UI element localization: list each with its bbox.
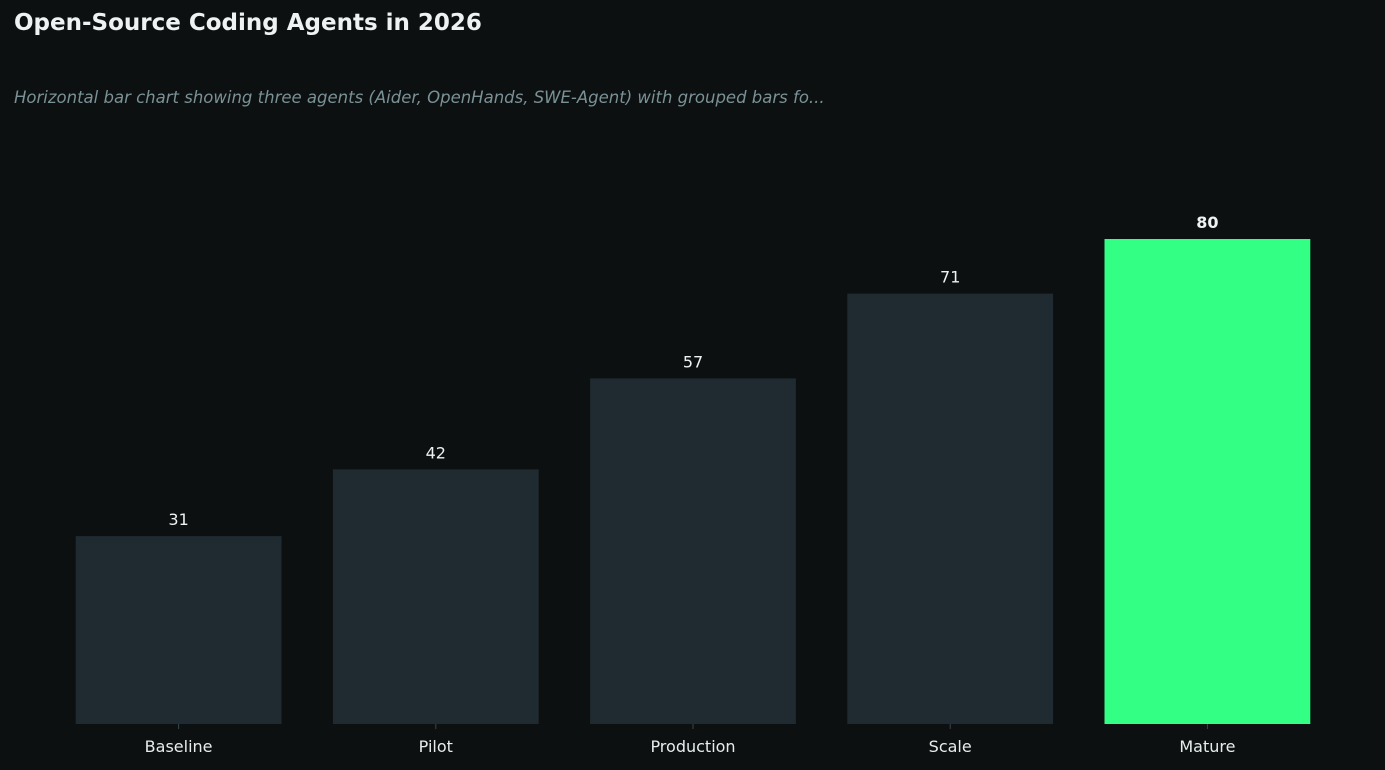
tick-label-mature: Mature [1179, 737, 1235, 756]
tick-label-scale: Scale [929, 737, 972, 756]
tick-label-pilot: Pilot [419, 737, 453, 756]
chart-subtitle: Horizontal bar chart showing three agent… [14, 88, 825, 107]
tick-label-production: Production [650, 737, 735, 756]
x-axis: Baseline Pilot Production Scale Mature [145, 724, 1235, 756]
value-label-pilot: 42 [426, 443, 446, 462]
bar-production [590, 378, 796, 724]
chart-title: Open-Source Coding Agents in 2026 [14, 10, 482, 36]
bars-layer [75, 239, 1311, 724]
value-label-baseline: 31 [168, 510, 188, 529]
value-label-scale: 71 [940, 268, 960, 287]
bar-baseline [75, 536, 282, 724]
value-label-production: 57 [683, 352, 703, 371]
value-label-mature: 80 [1196, 213, 1218, 232]
bar-pilot [332, 469, 539, 724]
bar-mature [1104, 239, 1311, 724]
tick-label-baseline: Baseline [145, 737, 213, 756]
bar-scale [847, 293, 1054, 724]
value-labels-layer: 31 42 57 71 80 [168, 213, 1218, 529]
